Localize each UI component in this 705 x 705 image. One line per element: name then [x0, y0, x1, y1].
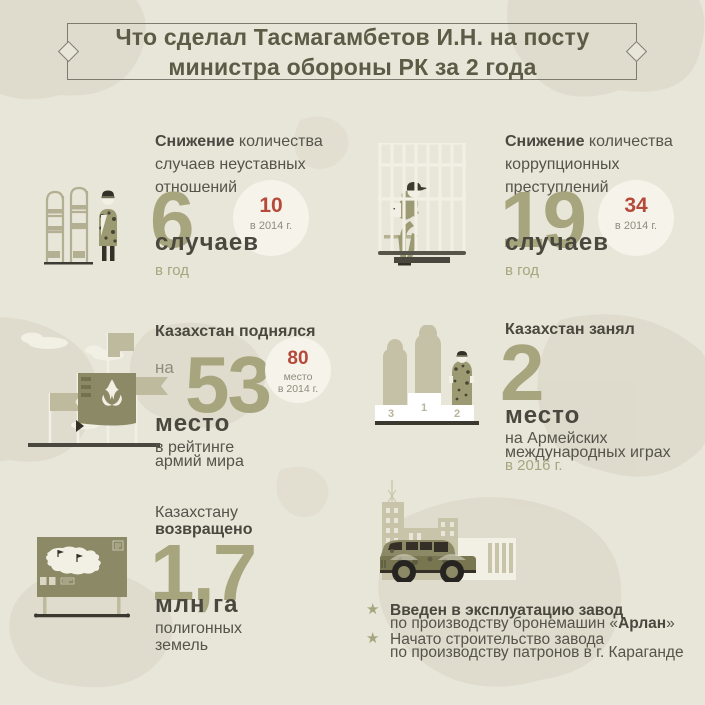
svg-text:3: 3 [388, 408, 394, 420]
svg-text:1: 1 [421, 402, 427, 414]
svg-text:2: 2 [454, 408, 460, 420]
